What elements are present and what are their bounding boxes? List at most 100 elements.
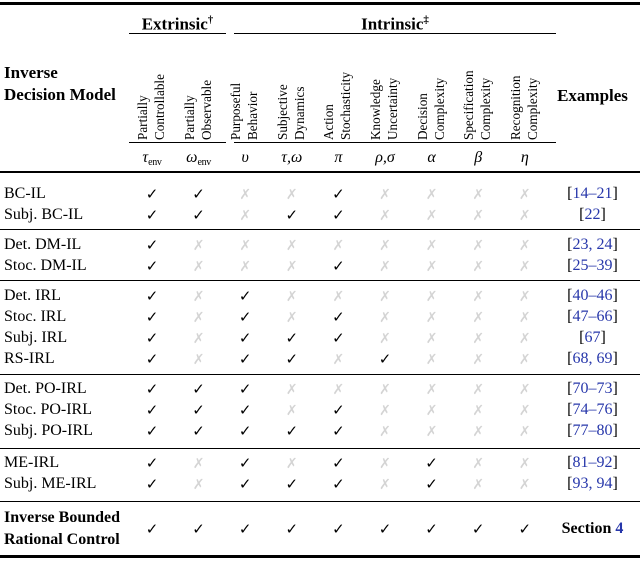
cross-mark: ✗ bbox=[362, 378, 408, 399]
citation-link[interactable]: 77–80 bbox=[572, 422, 613, 439]
cross-icon: ✗ bbox=[518, 208, 531, 224]
citation-link[interactable]: 40–46 bbox=[572, 286, 613, 304]
check-icon: ✓ bbox=[238, 380, 252, 398]
cross-icon: ✗ bbox=[285, 309, 298, 326]
check-icon: ✓ bbox=[425, 474, 438, 493]
cross-icon: ✗ bbox=[518, 258, 531, 275]
cross-mark: ✗ bbox=[502, 285, 548, 306]
citation-link[interactable]: 22 bbox=[584, 206, 601, 223]
citation-link[interactable]: 25–39 bbox=[572, 256, 613, 274]
cross-mark: ✗ bbox=[502, 306, 548, 327]
model-name-line: Inverse Bounded bbox=[4, 509, 121, 526]
citation-link[interactable]: 81–92 bbox=[572, 453, 613, 471]
examples-cell: [22] bbox=[545, 204, 640, 225]
col-header-subjective-dynamics: Subjective Dynamics bbox=[275, 36, 309, 140]
check-mark: ✓ bbox=[176, 183, 222, 204]
check-icon: ✓ bbox=[192, 422, 205, 440]
row-header-line2: Decision Model bbox=[4, 85, 116, 104]
check-icon: ✓ bbox=[145, 453, 159, 472]
check-mark: ✓ bbox=[129, 399, 175, 420]
citation-link[interactable]: 70–73 bbox=[572, 380, 613, 397]
cross-mark: ✗ bbox=[222, 204, 268, 225]
cross-mark: ✗ bbox=[362, 420, 408, 441]
citation-bracket: [ bbox=[567, 185, 573, 202]
check-icon: ✓ bbox=[238, 474, 252, 493]
citation-bracket: ] bbox=[612, 453, 618, 471]
check-icon: ✓ bbox=[192, 520, 205, 538]
citation-bracket: [ bbox=[567, 256, 573, 274]
model-name: Det. PO-IRL bbox=[4, 380, 87, 397]
cross-mark: ✗ bbox=[222, 183, 268, 204]
model-name: Stoc. DM-IL bbox=[4, 256, 87, 274]
cross-icon: ✗ bbox=[518, 403, 531, 419]
check-icon: ✓ bbox=[285, 520, 299, 538]
cross-icon: ✗ bbox=[425, 382, 438, 398]
check-mark: ✓ bbox=[222, 452, 268, 473]
check-icon: ✓ bbox=[285, 328, 299, 347]
cross-mark: ✗ bbox=[269, 306, 315, 327]
check-mark: ✓ bbox=[222, 348, 268, 369]
check-mark: ✓ bbox=[176, 507, 222, 550]
cross-mark: ✗ bbox=[409, 234, 455, 255]
check-icon: ✓ bbox=[332, 256, 345, 275]
citation-bracket: [ bbox=[567, 453, 573, 471]
cross-icon: ✗ bbox=[379, 288, 391, 305]
citation-link[interactable]: 23, 24 bbox=[572, 235, 613, 253]
cross-mark: ✗ bbox=[362, 285, 408, 306]
cross-mark: ✗ bbox=[269, 452, 315, 473]
cross-icon: ✗ bbox=[518, 424, 531, 440]
citation-bracket: [ bbox=[567, 380, 573, 397]
check-icon: ✓ bbox=[238, 328, 252, 347]
check-mark: ✓ bbox=[222, 420, 268, 441]
cross-mark: ✗ bbox=[315, 378, 361, 399]
cross-icon: ✗ bbox=[332, 351, 345, 368]
cross-icon: ✗ bbox=[285, 403, 298, 419]
cross-icon: ✗ bbox=[332, 382, 345, 398]
cross-mark: ✗ bbox=[176, 473, 222, 494]
cross-icon: ✗ bbox=[192, 237, 205, 254]
cross-icon: ✗ bbox=[472, 208, 485, 224]
intrinsic-double-dagger: ‡ bbox=[423, 14, 429, 26]
cross-icon: ✗ bbox=[192, 288, 205, 305]
model-name: RS-IRL bbox=[4, 349, 55, 367]
check-mark: ✓ bbox=[222, 327, 268, 348]
model-name: Inverse Bounded Rational Control bbox=[4, 507, 128, 550]
cross-icon: ✗ bbox=[472, 288, 485, 305]
citation-link[interactable]: 67 bbox=[584, 328, 601, 346]
check-icon: ✓ bbox=[332, 185, 345, 203]
citation-bracket: [ bbox=[567, 474, 573, 492]
cross-icon: ✗ bbox=[518, 476, 531, 493]
check-mark: ✓ bbox=[222, 378, 268, 399]
check-icon: ✓ bbox=[378, 520, 392, 538]
check-mark: ✓ bbox=[315, 255, 361, 276]
extrinsic-dagger: † bbox=[207, 14, 214, 26]
cross-mark: ✗ bbox=[222, 255, 268, 276]
citation-link[interactable]: 47–66 bbox=[572, 307, 613, 325]
cross-mark: ✗ bbox=[455, 183, 501, 204]
citation-link[interactable]: 74–76 bbox=[572, 401, 613, 418]
check-mark: ✓ bbox=[222, 399, 268, 420]
col-header-partially-controllable: Partially Controllable bbox=[135, 36, 169, 140]
citation-link[interactable]: 4 bbox=[615, 520, 624, 537]
col-header-recognition-complexity: Recognition Complexity bbox=[508, 36, 542, 140]
model-name: Det. DM-IL bbox=[4, 235, 82, 253]
check-icon: ✓ bbox=[145, 307, 159, 326]
check-mark: ✓ bbox=[176, 204, 222, 225]
check-icon: ✓ bbox=[145, 235, 159, 254]
symbol-action-stochasticity: π bbox=[334, 149, 343, 166]
cross-mark: ✗ bbox=[455, 234, 501, 255]
symbol-decision-complexity: α bbox=[427, 149, 436, 166]
model-name: Stoc. PO-IRL bbox=[4, 401, 92, 418]
check-mark: ✓ bbox=[315, 204, 361, 225]
cross-icon: ✗ bbox=[472, 476, 485, 493]
cross-icon: ✗ bbox=[285, 455, 298, 472]
col-header-line2: Dynamics bbox=[291, 86, 307, 140]
col-header-line2: Uncertainty bbox=[384, 77, 400, 140]
citation-link[interactable]: 93, 94 bbox=[572, 474, 613, 492]
cross-mark: ✗ bbox=[176, 327, 222, 348]
citation-bracket: [ bbox=[579, 206, 585, 223]
cross-mark: ✗ bbox=[502, 399, 548, 420]
cross-icon: ✗ bbox=[192, 476, 205, 493]
citation-link[interactable]: 68, 69 bbox=[572, 349, 613, 367]
citation-link[interactable]: 14–21 bbox=[572, 185, 613, 202]
